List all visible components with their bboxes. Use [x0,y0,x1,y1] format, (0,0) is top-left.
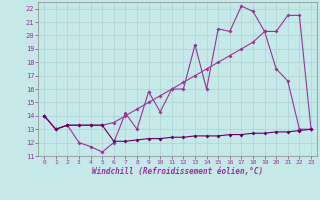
X-axis label: Windchill (Refroidissement éolien,°C): Windchill (Refroidissement éolien,°C) [92,167,263,176]
